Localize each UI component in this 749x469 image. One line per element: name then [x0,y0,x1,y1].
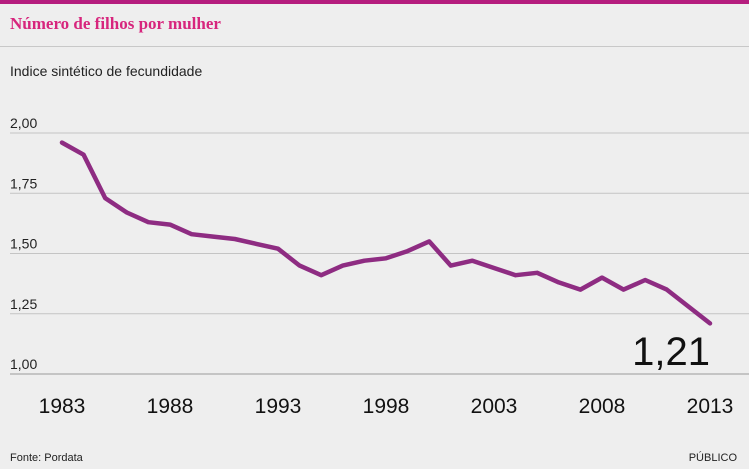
top-accent-bar [0,0,749,4]
x-tick-label: 2008 [579,395,626,418]
y-axis-label: Indice sintético de fecundidade [10,63,203,79]
series-line [59,140,713,326]
publisher-credit: PÚBLICO [688,452,737,464]
x-tick-label: 1983 [39,395,86,418]
y-tick-label: 1,50 [10,236,37,252]
y-tick-label: 1,00 [10,356,37,372]
x-tick-label: 2013 [687,395,734,418]
end-value-label: 1,21 [632,330,710,374]
source-note: Fonte: Pordata [10,452,83,464]
title-divider [0,46,749,47]
x-tick-label: 1998 [363,395,410,418]
x-tick-label: 1988 [147,395,194,418]
y-tick-label: 1,75 [10,175,37,191]
y-tick-label: 1,25 [10,296,37,312]
y-tick-label: 2,00 [10,115,37,131]
x-tick-label: 2003 [471,395,518,418]
chart-title: Número de filhos por mulher [10,14,221,33]
x-tick-label: 1993 [255,395,302,418]
